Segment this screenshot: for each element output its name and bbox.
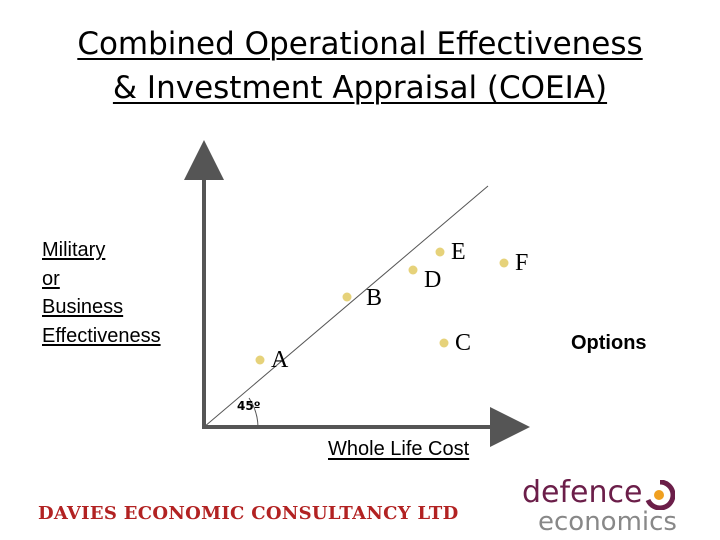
slide-title: Combined Operational Effectiveness & Inv… bbox=[0, 22, 720, 110]
diagonal-45-line bbox=[203, 185, 489, 428]
y-axis-label-line: Effectiveness bbox=[42, 324, 161, 347]
x-axis-label: Whole Life Cost bbox=[328, 438, 470, 460]
logo-text-economics: economics bbox=[538, 507, 677, 537]
point-f-label: F bbox=[515, 250, 529, 276]
logo-text-defence: defence bbox=[522, 475, 643, 510]
y-axis-label-line: Business bbox=[42, 296, 124, 318]
y-axis-label: Military or Business Effectiveness bbox=[42, 236, 212, 350]
point-e-marker bbox=[435, 247, 445, 257]
title-line-1: Combined Operational Effectiveness bbox=[77, 26, 643, 62]
options-label: Options bbox=[571, 332, 647, 354]
y-axis-label-line: Military bbox=[42, 239, 106, 261]
point-c-marker bbox=[439, 338, 449, 348]
point-e-label: E bbox=[451, 239, 466, 265]
logo-mark-icon bbox=[645, 480, 675, 510]
point-a-label: A bbox=[271, 347, 289, 373]
point-d-marker bbox=[408, 265, 418, 275]
point-c-label: C bbox=[455, 330, 472, 356]
point-b-marker bbox=[342, 292, 352, 302]
company-name: DAVIES ECONOMIC CONSULTANCY LTD bbox=[38, 503, 459, 524]
point-a-marker bbox=[255, 355, 265, 365]
y-axis-label-line: or bbox=[42, 267, 60, 290]
title-line-2: & Investment Appraisal (COEIA) bbox=[112, 70, 608, 106]
angle-label: 45º bbox=[237, 399, 261, 413]
point-d-label: D bbox=[424, 267, 442, 293]
point-f-marker bbox=[499, 258, 509, 268]
angle-arc bbox=[248, 397, 259, 428]
point-b-label: B bbox=[366, 285, 383, 311]
